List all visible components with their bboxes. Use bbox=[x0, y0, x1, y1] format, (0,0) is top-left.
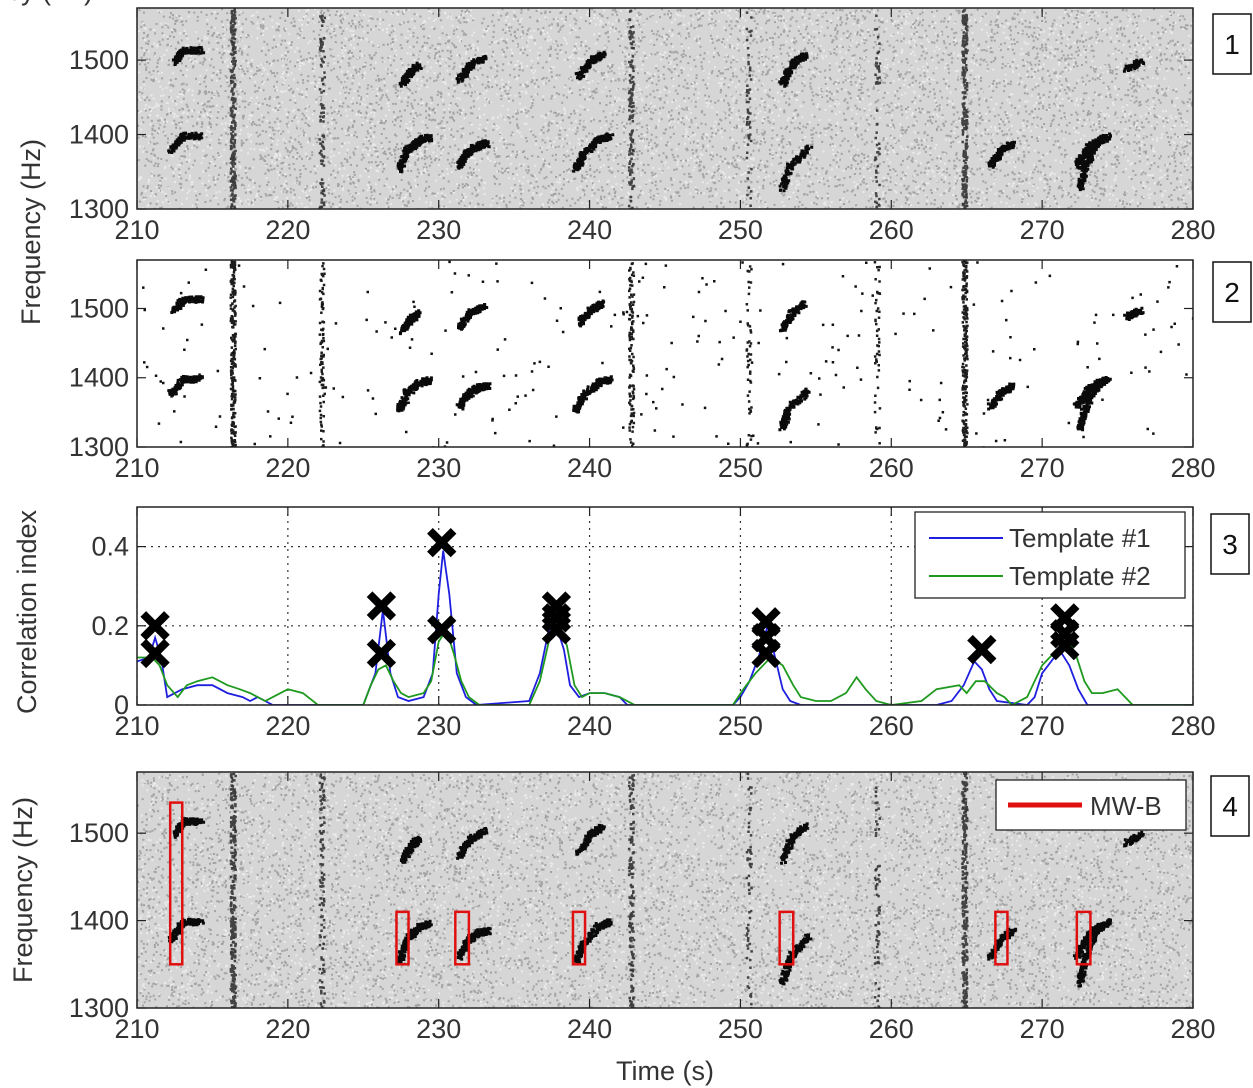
svg-text:2: 2 bbox=[1224, 277, 1240, 308]
x-tick-label: 260 bbox=[869, 711, 914, 741]
detection-marker bbox=[967, 634, 997, 665]
x-tick-label: 210 bbox=[114, 1014, 159, 1044]
y-tick-label: 0.2 bbox=[91, 611, 129, 641]
panel-number-1: 1 bbox=[1212, 13, 1252, 75]
x-tick-label: 270 bbox=[1020, 711, 1065, 741]
y-tick-label: 1300 bbox=[69, 993, 129, 1023]
detection-box bbox=[1075, 910, 1092, 966]
y-axis-label: Correlation index bbox=[12, 509, 42, 714]
x-tick-label: 280 bbox=[1170, 711, 1215, 741]
x-tick-label: 260 bbox=[869, 215, 914, 245]
series-line-2 bbox=[137, 623, 1193, 705]
detection-box bbox=[454, 910, 471, 966]
x-tick-label: 250 bbox=[718, 1014, 763, 1044]
x-tick-label: 240 bbox=[567, 711, 612, 741]
detection-box bbox=[168, 801, 184, 966]
legend-entry: Template #2 bbox=[1009, 561, 1151, 591]
detection-marker bbox=[140, 638, 170, 669]
x-tick-label: 270 bbox=[1020, 215, 1065, 245]
detection-marker bbox=[1050, 630, 1080, 661]
x-tick-label: 230 bbox=[416, 453, 461, 483]
y-tick-label: 1300 bbox=[69, 194, 129, 224]
plot-area bbox=[137, 8, 1193, 209]
y-tick-label: 1400 bbox=[69, 906, 129, 936]
y-tick-label: 1500 bbox=[69, 293, 129, 323]
axes-panel-3: 210 220 230 240 250 260 270 280 0 0.2 0.4 Correlati… bbox=[12, 506, 1216, 741]
axes-frame bbox=[136, 506, 1194, 706]
x-tick-label: 220 bbox=[265, 1014, 310, 1044]
axes-panel-1: 210 220 230 240 250 260 270 280 1300 1400 1500 Freq… bbox=[0, 0, 1216, 245]
y-tick-label: 1500 bbox=[69, 818, 129, 848]
x-tick-label: 230 bbox=[416, 711, 461, 741]
x-tick-label: 240 bbox=[567, 1014, 612, 1044]
panel-number-2: 2 bbox=[1212, 261, 1252, 323]
y-axis-label: Frequency (Hz) bbox=[8, 797, 38, 983]
y-tick-label: 1300 bbox=[69, 432, 129, 462]
axes-frame bbox=[136, 7, 1194, 210]
x-tick-label: 230 bbox=[416, 1014, 461, 1044]
axes-panel-2: 210 220 230 240 250 260 270 280 1300 1400 1500 bbox=[69, 259, 1216, 483]
axes-frame bbox=[136, 259, 1194, 448]
legend: Template #1 Template #2 bbox=[914, 511, 1186, 599]
detection-marker bbox=[427, 615, 457, 645]
x-tick-label: 260 bbox=[869, 453, 914, 483]
x-tick-label: 280 bbox=[1170, 215, 1215, 245]
detection-box bbox=[571, 910, 587, 966]
panel-number-3: 3 bbox=[1210, 513, 1250, 575]
x-tick-label: 210 bbox=[114, 711, 159, 741]
x-axis-label: Time (s) bbox=[616, 1056, 714, 1086]
y-tick-label: 0 bbox=[114, 690, 129, 720]
svg-text:3: 3 bbox=[1222, 529, 1238, 560]
detection-marker bbox=[541, 615, 572, 645]
x-tick-label: 240 bbox=[567, 215, 612, 245]
x-tick-label: 210 bbox=[114, 453, 159, 483]
x-tick-label: 220 bbox=[265, 453, 310, 483]
x-tick-label: 250 bbox=[718, 215, 763, 245]
legend: MW-B bbox=[995, 779, 1187, 831]
x-tick-label: 220 bbox=[265, 215, 310, 245]
x-tick-label: 270 bbox=[1020, 1014, 1065, 1044]
detection-marker bbox=[427, 527, 457, 558]
detection-marker bbox=[366, 591, 397, 621]
axes-frame bbox=[136, 771, 1194, 1009]
svg-text:1: 1 bbox=[1224, 29, 1240, 60]
x-tick-label: 280 bbox=[1170, 1014, 1215, 1044]
x-tick-label: 280 bbox=[1170, 453, 1215, 483]
axes-panel-4: 210 220 230 240 250 260 270 280 1300 1400 1500 Freq… bbox=[8, 771, 1216, 1086]
x-tick-label: 250 bbox=[718, 711, 763, 741]
detection-box bbox=[778, 910, 795, 966]
detection-marker bbox=[140, 611, 170, 641]
panel-number-4: 4 bbox=[1210, 775, 1250, 837]
x-tick-label: 240 bbox=[567, 453, 612, 483]
svg-text:4: 4 bbox=[1222, 791, 1238, 822]
detection-marker bbox=[366, 638, 397, 669]
legend-entry: Template #1 bbox=[1009, 523, 1151, 553]
y-tick-label: 1400 bbox=[69, 363, 129, 393]
x-tick-label: 220 bbox=[265, 711, 310, 741]
y-axis-label: Frequency (Hz) bbox=[16, 139, 46, 325]
detection-marker bbox=[751, 638, 781, 669]
y-axis-label: Frequency (Hz) bbox=[0, 0, 93, 6]
x-tick-label: 230 bbox=[416, 215, 461, 245]
x-tick-label: 210 bbox=[114, 215, 159, 245]
x-tick-label: 250 bbox=[718, 453, 763, 483]
x-tick-label: 270 bbox=[1020, 453, 1065, 483]
y-tick-label: 1400 bbox=[69, 120, 129, 150]
detection-box bbox=[395, 910, 410, 966]
detection-box bbox=[994, 910, 1009, 966]
plot-area bbox=[142, 260, 1193, 447]
legend-entry: MW-B bbox=[1090, 791, 1162, 821]
x-tick-label: 260 bbox=[869, 1014, 914, 1044]
y-tick-label: 1500 bbox=[69, 45, 129, 75]
y-tick-label: 0.4 bbox=[91, 532, 129, 562]
